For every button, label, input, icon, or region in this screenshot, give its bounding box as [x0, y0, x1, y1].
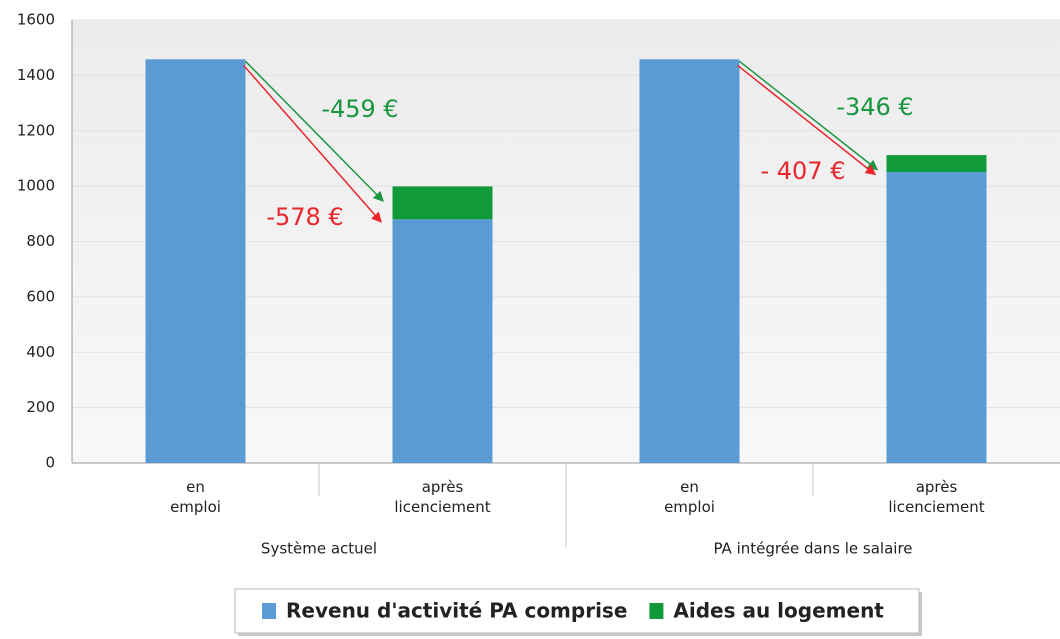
- x-tick-label: en emploi: [170, 478, 221, 516]
- bar-segment: [145, 59, 246, 463]
- x-tick-label: en emploi: [664, 478, 715, 516]
- legend-label: Revenu d'activité PA comprise: [286, 599, 627, 623]
- group-label: Système actuel: [261, 540, 377, 558]
- legend-label: Aides au logement: [673, 599, 884, 623]
- y-tick-label: 1000: [17, 177, 55, 195]
- legend-swatch: [649, 603, 664, 619]
- annotation: - 407 €: [761, 157, 846, 185]
- annotation: -346 €: [836, 93, 913, 121]
- y-tick-label: 400: [26, 343, 55, 361]
- bar-segment: [392, 219, 493, 463]
- bar-segment: [639, 59, 740, 463]
- y-tick-label: 0: [45, 454, 55, 472]
- arrow: [737, 64, 877, 176]
- arrow: [242, 64, 382, 223]
- y-tick-label: 600: [26, 287, 55, 305]
- arrow: [739, 60, 879, 171]
- legend-box: [234, 588, 920, 634]
- annotation: -459 €: [321, 95, 398, 123]
- y-tick-label: 200: [26, 398, 55, 416]
- annotation: -578 €: [266, 203, 343, 231]
- group-label: PA intégrée dans le salaire: [713, 540, 912, 558]
- y-tick-label: 1600: [17, 11, 55, 29]
- bar-segment: [886, 155, 987, 173]
- bar-segment: [886, 172, 987, 463]
- x-tick-label: après licenciement: [394, 478, 490, 516]
- arrow: [244, 60, 384, 202]
- y-tick-label: 1400: [17, 66, 55, 84]
- x-tick-label: après licenciement: [888, 478, 984, 516]
- y-tick-label: 800: [26, 232, 55, 250]
- legend-swatch: [262, 603, 276, 619]
- bar-segment: [392, 186, 493, 220]
- y-tick-label: 1200: [17, 121, 55, 139]
